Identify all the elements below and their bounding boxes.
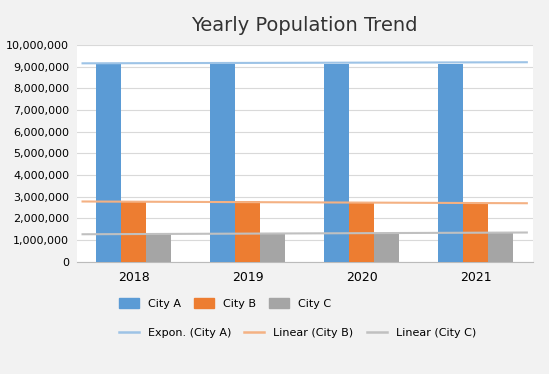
Bar [96, 64, 121, 262]
Bar [147, 234, 171, 262]
Bar [349, 202, 374, 262]
Bar [463, 203, 488, 262]
Bar [235, 201, 260, 262]
Bar [488, 233, 513, 262]
Bar [260, 234, 285, 262]
Bar [210, 64, 235, 262]
Bar [374, 233, 399, 262]
Bar [121, 202, 147, 262]
Bar [324, 64, 349, 262]
Title: Yearly Population Trend: Yearly Population Trend [192, 16, 418, 35]
Legend: Expon. (City A), Linear (City B), Linear (City C): Expon. (City A), Linear (City B), Linear… [119, 328, 476, 338]
Bar [438, 64, 463, 262]
